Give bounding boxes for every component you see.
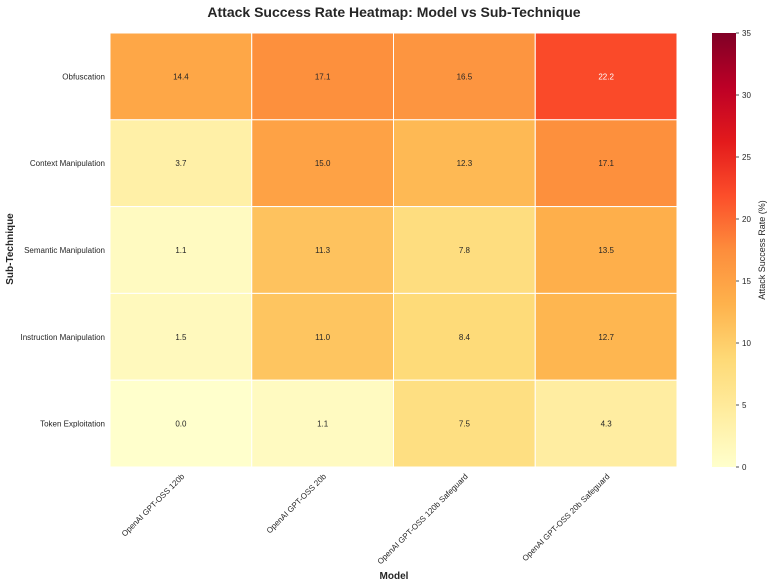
y-tick-label: Instruction Manipulation xyxy=(21,333,106,342)
y-tick-label: Context Manipulation xyxy=(30,159,105,168)
cell-value-label: 8.4 xyxy=(459,333,471,342)
heatmap-cell xyxy=(393,32,536,121)
heatmap-cell xyxy=(109,119,253,208)
cell-value-label: 12.3 xyxy=(457,159,473,168)
cell-value-label: 3.7 xyxy=(175,159,187,168)
cell-value-label: 13.5 xyxy=(598,246,614,255)
x-tick-label: OpenAI GPT-OSS 20b xyxy=(265,472,329,536)
cell-value-label: 11.0 xyxy=(315,333,331,342)
heatmap-cell xyxy=(109,32,253,121)
cell-value-label: 1.1 xyxy=(317,420,329,429)
heatmap-cells: 14.4 17.1 16.5 22.2 3.7 15.0 12.3 17.1 1.1 11.3 7.… xyxy=(109,32,678,468)
heatmap-cell xyxy=(534,119,678,208)
heatmap-cell xyxy=(393,292,536,381)
heatmap-cell xyxy=(251,119,394,208)
colorbar-tick-label: 15 xyxy=(742,277,751,286)
heatmap-cell xyxy=(534,32,678,121)
cell-value-label: 1.5 xyxy=(175,333,187,342)
x-tick-label: OpenAI GPT-OSS 120b Safeguard xyxy=(376,472,470,566)
heatmap-cell xyxy=(109,379,253,468)
x-axis-label: Model xyxy=(380,571,409,582)
colorbar-tick-label: 25 xyxy=(742,153,751,162)
colorbar-tick-label: 20 xyxy=(742,215,751,224)
colorbar-label: Attack Success Rate (%) xyxy=(757,200,767,300)
cell-value-label: 1.1 xyxy=(175,246,187,255)
heatmap-cell xyxy=(109,292,253,381)
cell-value-label: 17.1 xyxy=(315,72,331,81)
cell-value-label: 15.0 xyxy=(315,159,331,168)
cell-value-label: 16.5 xyxy=(457,72,473,81)
heatmap-cell xyxy=(534,292,678,381)
colorbar-tick-label: 0 xyxy=(742,463,747,472)
heatmap-cell xyxy=(393,379,536,468)
x-tick-label: OpenAI GPT-OSS 120b xyxy=(120,472,187,539)
cell-value-label: 17.1 xyxy=(598,159,614,168)
colorbar-tick-label: 30 xyxy=(742,91,751,100)
y-axis-label: Sub-Technique xyxy=(5,213,16,285)
y-tick-label: Semantic Manipulation xyxy=(24,246,105,255)
chart-title: Attack Success Rate Heatmap: Model vs Su… xyxy=(207,4,580,20)
x-tick-label: OpenAI GPT-OSS 20b Safeguard xyxy=(521,472,612,563)
heatmap-cell xyxy=(251,206,394,294)
cell-value-label: 11.3 xyxy=(315,246,331,255)
y-tick-label: Obfuscation xyxy=(62,72,105,81)
cell-value-label: 0.0 xyxy=(175,420,187,429)
x-tick-labels: OpenAI GPT-OSS 120b OpenAI GPT-OSS 20b Ope… xyxy=(120,472,612,566)
cell-value-label: 7.5 xyxy=(459,420,471,429)
cell-value-label: 22.2 xyxy=(598,72,614,81)
colorbar-ticks: 0 5 10 15 20 25 30 35 xyxy=(736,29,751,472)
y-tick-labels: Obfuscation Context Manipulation Semantic … xyxy=(21,72,106,428)
heatmap-cell xyxy=(251,379,394,468)
heatmap-cell xyxy=(251,32,394,121)
heatmap-cell xyxy=(534,379,678,468)
colorbar-tick-label: 35 xyxy=(742,29,751,38)
heatmap-cell xyxy=(534,206,678,294)
cell-value-label: 7.8 xyxy=(459,246,471,255)
colorbar-tick-label: 10 xyxy=(742,339,751,348)
colorbar xyxy=(712,33,736,467)
colorbar-tick-label: 5 xyxy=(742,401,747,410)
cell-value-label: 4.3 xyxy=(601,420,613,429)
cell-value-label: 12.7 xyxy=(598,333,614,342)
cell-value-label: 14.4 xyxy=(173,72,189,81)
y-tick-label: Token Exploitation xyxy=(40,420,105,429)
heatmap-cell xyxy=(251,292,394,381)
